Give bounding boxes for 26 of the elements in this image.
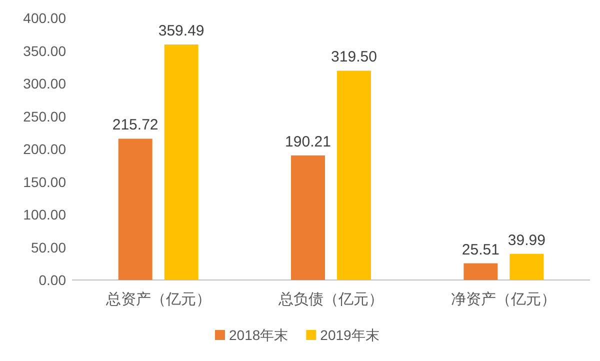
data-label: 39.99	[508, 232, 546, 249]
y-tick-label: 50.00	[30, 239, 66, 256]
y-tick-label: 400.00	[23, 10, 66, 26]
data-label: 25.51	[462, 241, 500, 258]
y-tick-label: 300.00	[23, 76, 66, 92]
data-label: 190.21	[285, 133, 331, 150]
bar	[337, 70, 371, 280]
y-tick-label: 200.00	[23, 141, 66, 157]
data-label: 215.72	[112, 116, 158, 134]
bar	[164, 44, 198, 280]
bar	[118, 138, 152, 280]
x-tick-label: 总资产（亿元）	[104, 291, 211, 308]
bar	[510, 254, 544, 280]
y-tick-label: 350.00	[23, 42, 66, 59]
legend-label: 2018年末	[229, 327, 288, 343]
data-label: 319.50	[331, 48, 377, 66]
legend-label: 2019年末	[320, 327, 380, 343]
y-tick-label: 250.00	[23, 108, 66, 124]
x-tick-label: 总负债（亿元）	[278, 291, 384, 308]
y-tick-label: 150.00	[23, 174, 66, 190]
y-tick-label: 0.00	[38, 272, 66, 288]
data-label: 359.49	[158, 22, 204, 40]
y-tick-label: 100.00	[23, 206, 66, 222]
x-tick-label: 净资产（亿元）	[451, 291, 556, 308]
bar	[291, 155, 325, 280]
bar	[464, 263, 498, 280]
